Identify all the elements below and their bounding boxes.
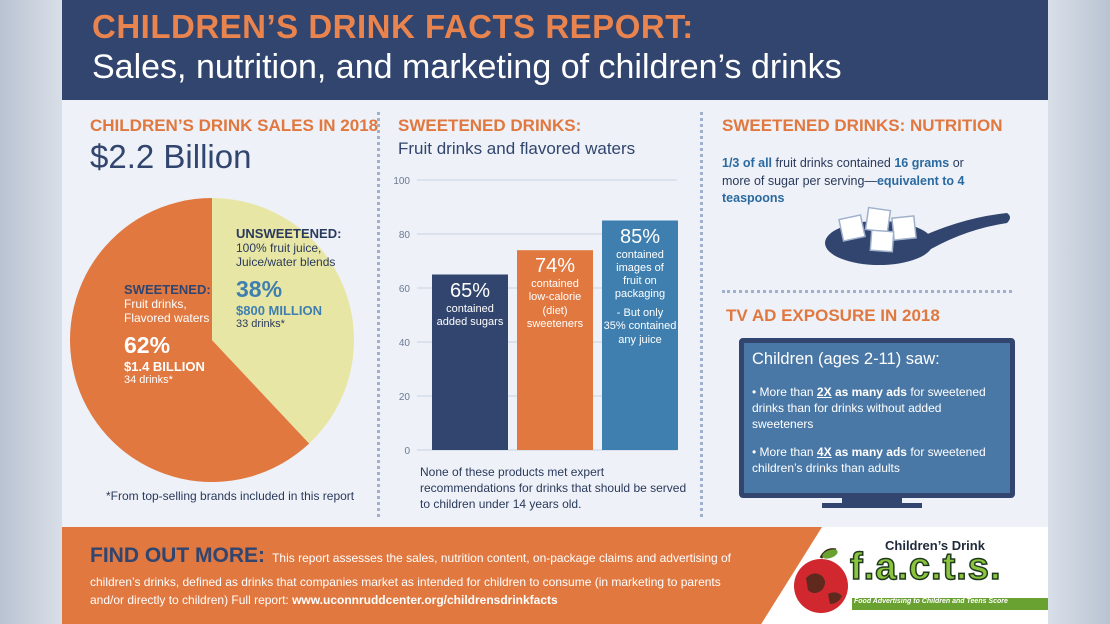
sales-total: $2.2 Billion <box>90 138 252 175</box>
y-tick-label: 20 <box>399 392 411 403</box>
bar-extra-label: any juice <box>618 333 662 346</box>
footer-heading: FIND OUT MORE: <box>90 544 265 567</box>
sweetened-percent: 62% <box>124 331 171 358</box>
sweetened-panel-title: SWEETENED DRINKS: <box>398 116 582 135</box>
bar-category-label: packaging <box>614 288 666 301</box>
sweetened-count: 34 drinks* <box>124 374 173 387</box>
bar-category-label: low-calorie <box>528 291 582 304</box>
sugar-spoon-icon <box>825 206 1010 265</box>
unsweetened-line2: Juice/water blends <box>236 255 336 270</box>
sales-footnote: *From top-selling brands included in thi… <box>106 489 355 503</box>
divider-1 <box>377 112 380 517</box>
bar-extra-label: - But only <box>616 307 664 320</box>
bar-category-label: contained <box>531 278 579 291</box>
background-left <box>0 0 62 624</box>
fact-part-a: 1/3 of all <box>722 156 773 170</box>
header-banner: CHILDREN’S DRINK FACTS REPORT: Sales, nu… <box>62 0 1048 100</box>
sweetened-line1: Fruit drinks, <box>124 297 187 312</box>
sweetened-panel-subtitle: Fruit drinks and flavored waters <box>398 139 636 158</box>
bar-category-label: (diet) <box>542 304 568 317</box>
bullet1-a: More than <box>759 385 817 399</box>
fact-part-e: equivalent to 4 teaspoons <box>722 173 965 206</box>
sales-pie-chart <box>69 198 354 483</box>
logo-tag-bar <box>852 598 1048 610</box>
bar-extra-label: 35% contained <box>603 320 677 333</box>
tv-heading: Children (ages 2-11) saw: <box>752 350 940 368</box>
pie-slice-sweetened <box>69 198 310 483</box>
bar-label-1: 65% contained added sugars <box>432 279 508 329</box>
unsweetened-amount: $800 MILLION <box>236 302 322 318</box>
nutrition-panel-title: SWEETENED DRINKS: NUTRITION <box>722 116 1003 135</box>
footer-body: This report assesses the sales, nutritio… <box>90 551 732 608</box>
tv-bullet-2: • More than 4X as many ads for sweetened… <box>752 445 986 476</box>
fact-part-c: 16 grams <box>894 156 950 170</box>
bar-3 <box>602 220 678 450</box>
fact-part-d: or more of sugar per serving— <box>722 156 964 188</box>
y-tick-label: 40 <box>399 338 411 349</box>
bullet2-d: for sweetened children’s drinks than adu… <box>752 445 986 476</box>
sweetened-heading: SWEETENED: <box>124 282 211 297</box>
unsweetened-heading: UNSWEETENED: <box>236 226 342 241</box>
logo-wordmark: f.a.c.t.s. <box>849 545 1002 589</box>
bar-category-label: fruit on <box>623 274 657 287</box>
bar-label-3: 85% contained images of fruit on packaging - … <box>602 225 678 347</box>
unsweetened-percent: 38% <box>236 275 283 302</box>
tv-stand <box>842 493 902 505</box>
sweetened-amount: $1.4 BILLION <box>124 358 205 374</box>
bar-value-label: 65% <box>449 279 491 302</box>
y-tick-label: 0 <box>404 446 410 457</box>
bar-1 <box>432 274 508 450</box>
chart-note: None of these products met expert recomm… <box>420 465 687 512</box>
unsweetened-line1: 100% fruit juice, <box>236 241 322 256</box>
pie-label-sweetened: SWEETENED: Fruit drinks, Flavored waters… <box>124 282 211 387</box>
logo-tagline: Food Advertising to Children and Teens S… <box>854 598 1008 605</box>
bar-label-2: 74% contained low-calorie (diet) sweeteners <box>517 254 593 331</box>
footer-banner <box>62 527 822 624</box>
bullet1-c: as many ads <box>831 385 907 399</box>
bar-value-label: 85% <box>619 225 661 248</box>
tv-base <box>822 503 922 508</box>
bullet2-b: 4X <box>816 445 832 459</box>
bar-category-label: contained <box>616 248 664 261</box>
sweetened-bar-chart: 0 20 40 60 80 100 <box>393 176 678 457</box>
sales-panel-title: CHILDREN’S DRINK SALES IN 2018 <box>90 116 379 135</box>
pie-label-unsweetened: UNSWEETENED: 100% fruit juice, Juice/wat… <box>236 226 341 331</box>
bar-category-label: images of <box>616 261 664 274</box>
report-subtitle: Sales, nutrition, and marketing of child… <box>92 48 842 86</box>
tv-bullet-1: • More than 2X as many ads for sweetened… <box>752 385 986 432</box>
bullet2-c: as many ads <box>831 445 907 459</box>
bar-value-label: 74% <box>534 255 576 278</box>
footer-url[interactable]: www.uconnruddcenter.org/childrensdrinkfa… <box>292 593 558 608</box>
logo-top-text: Children’s Drink <box>885 538 985 553</box>
divider-3 <box>722 290 1012 293</box>
y-tick-label: 60 <box>399 284 411 295</box>
y-tick-label: 80 <box>399 230 411 241</box>
bullet1-d: for sweetened drinks than for drinks wit… <box>752 385 986 432</box>
footer-text: FIND OUT MORE: This report assesses the … <box>90 540 750 610</box>
apple-globe-icon <box>794 548 848 613</box>
nutrition-fact: 1/3 of all fruit drinks contained 16 gra… <box>722 155 982 208</box>
bar-category-label: sweeteners <box>526 317 584 330</box>
sweetened-line2: Flavored waters <box>124 311 210 326</box>
pie-slice-unsweetened <box>212 198 354 444</box>
unsweetened-count: 33 drinks* <box>236 318 285 331</box>
background-right <box>1048 0 1110 624</box>
report-title: CHILDREN’S DRINK FACTS REPORT: <box>92 8 694 45</box>
y-tick-label: 100 <box>393 176 410 187</box>
tv-panel-title: TV AD EXPOSURE IN 2018 <box>726 306 940 325</box>
divider-2 <box>700 112 703 517</box>
bar-category-label: contained <box>446 302 494 315</box>
bar-2 <box>517 250 593 450</box>
infographic-poster: CHILDREN’S DRINK FACTS REPORT: Sales, nu… <box>62 0 1048 624</box>
bullet1-b: 2X <box>816 385 832 399</box>
fact-part-b: fruit drinks contained <box>772 156 895 170</box>
bullet2-a: More than <box>759 445 817 459</box>
bar-category-label: added sugars <box>436 315 504 328</box>
